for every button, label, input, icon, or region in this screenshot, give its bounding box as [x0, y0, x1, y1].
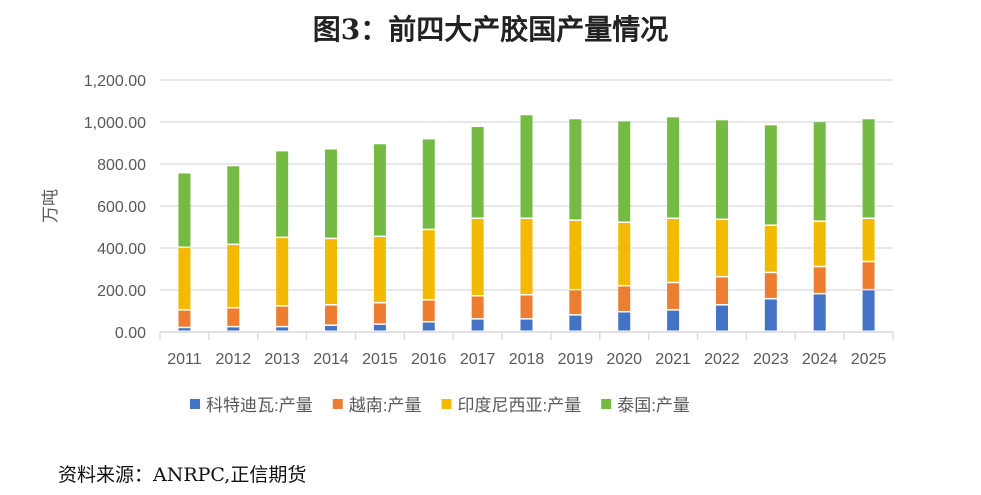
- bar-segment: [569, 290, 582, 315]
- y-tick-label: 0.00: [115, 325, 146, 342]
- x-tick-label: 2015: [362, 351, 398, 368]
- bar-segment: [422, 230, 435, 299]
- y-tick-label: 1,200.00: [84, 73, 146, 90]
- y-tick-label: 1,000.00: [84, 115, 146, 132]
- bar-segment: [471, 319, 484, 331]
- x-tick-label: 2024: [802, 351, 838, 368]
- bar-segment: [325, 239, 338, 305]
- legend-label: 印度尼西亚:产量: [457, 396, 581, 415]
- bar-segment: [276, 238, 289, 306]
- bar-segment: [373, 303, 386, 324]
- legend-swatch: [441, 399, 452, 409]
- bar-segment: [422, 322, 435, 331]
- bar-segment: [667, 219, 680, 282]
- bar-segment: [715, 305, 728, 331]
- bar-segment: [227, 166, 240, 244]
- bar-segment: [178, 248, 191, 310]
- bar-segment: [862, 219, 875, 261]
- x-tick-label: 2011: [167, 351, 202, 368]
- bar-segment: [227, 308, 240, 326]
- bar-segment: [618, 312, 631, 331]
- legend-swatch: [601, 399, 612, 409]
- bar-segment: [569, 119, 582, 220]
- bar-segment: [813, 221, 826, 266]
- bar-segment: [422, 139, 435, 229]
- chart-title: 图3：前四大产胶国产量情况: [312, 13, 669, 46]
- bar-segment: [227, 327, 240, 331]
- legend-swatch: [190, 399, 200, 409]
- bar-segment: [862, 262, 875, 289]
- bar-segment: [569, 315, 582, 331]
- bar-segment: [862, 119, 875, 218]
- bar-segment: [520, 219, 533, 294]
- source-note: 资料来源：ANRPC,正信期货: [58, 464, 307, 486]
- bar-segment: [813, 267, 826, 293]
- x-tick-label: 2012: [216, 351, 252, 368]
- x-tick-label: 2020: [606, 351, 642, 368]
- bar-segment: [715, 277, 728, 305]
- bar-segment: [715, 120, 728, 219]
- bar-segment: [520, 319, 533, 331]
- bar-segment: [422, 300, 435, 322]
- x-tick-label: 2017: [460, 351, 496, 368]
- x-tick-label: 2018: [509, 351, 545, 368]
- bar-segment: [764, 125, 777, 225]
- bar-segment: [520, 295, 533, 319]
- bar-segment: [276, 151, 289, 237]
- bar-segment: [764, 225, 777, 272]
- bar-segment: [276, 327, 289, 331]
- bar-segment: [373, 237, 386, 302]
- legend-label: 科特迪瓦:产量: [206, 396, 313, 415]
- bar-segment: [667, 283, 680, 310]
- bar-segment: [618, 223, 631, 285]
- bar-segment: [618, 286, 631, 311]
- bar-segment: [667, 117, 680, 218]
- y-tick-label: 200.00: [97, 283, 146, 300]
- x-tick-label: 2016: [411, 351, 447, 368]
- bar-segment: [178, 173, 191, 247]
- bar-segment: [227, 245, 240, 307]
- bar-segment: [373, 144, 386, 236]
- x-tick-label: 2025: [851, 351, 887, 368]
- bar-segment: [325, 325, 338, 331]
- y-tick-label: 400.00: [97, 241, 146, 258]
- bar-segment: [813, 122, 826, 221]
- bar-segment: [471, 296, 484, 319]
- bar-segment: [569, 220, 582, 289]
- legend-label: 越南:产量: [349, 396, 422, 415]
- bar-segment: [325, 149, 338, 238]
- bar-segment: [764, 273, 777, 298]
- bar-segment: [667, 310, 680, 331]
- bar-segment: [764, 299, 777, 331]
- x-tick-label: 2019: [558, 351, 594, 368]
- y-tick-label: 600.00: [97, 199, 146, 216]
- x-tick-label: 2023: [753, 351, 789, 368]
- bar-segment: [373, 324, 386, 331]
- legend-swatch: [332, 399, 343, 409]
- legend-label: 泰国:产量: [617, 396, 690, 415]
- x-tick-label: 2013: [264, 351, 300, 368]
- bar-segment: [813, 294, 826, 331]
- bar-segment: [178, 328, 191, 331]
- bar-segment: [471, 219, 484, 296]
- bar-segment: [471, 127, 484, 218]
- x-tick-label: 2014: [313, 351, 349, 368]
- y-tick-label: 800.00: [97, 157, 146, 174]
- bar-segment: [325, 305, 338, 325]
- bar-segment: [618, 121, 631, 222]
- y-axis-label: 万吨: [41, 189, 60, 223]
- bar-segment: [178, 310, 191, 327]
- bar-segment: [715, 220, 728, 276]
- x-tick-label: 2021: [655, 351, 691, 368]
- x-tick-label: 2022: [704, 351, 740, 368]
- bar-segment: [862, 290, 875, 331]
- bar-segment: [520, 115, 533, 218]
- bar-segment: [276, 306, 289, 326]
